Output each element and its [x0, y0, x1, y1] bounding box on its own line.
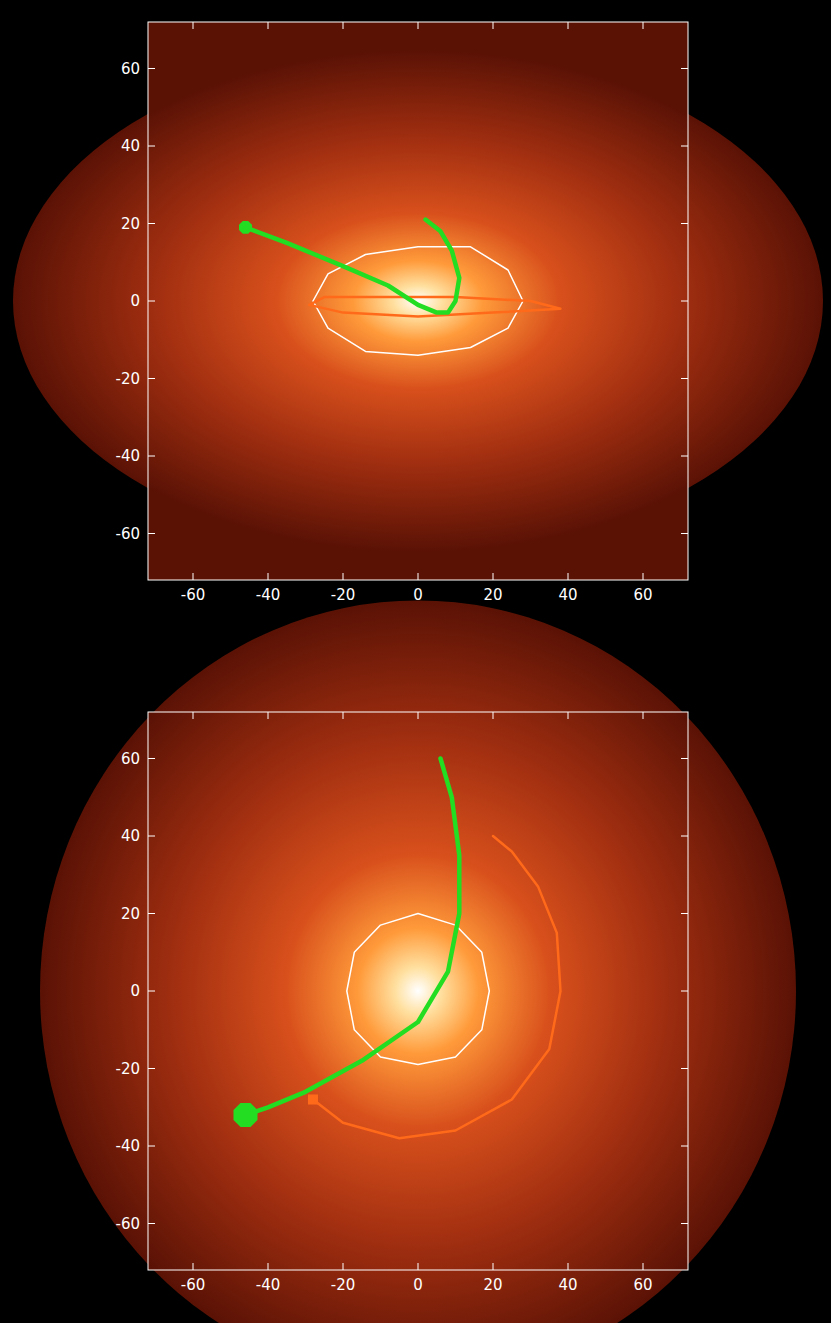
x-tick — [268, 1263, 269, 1270]
y-tick — [681, 301, 688, 302]
x-tick-label: -20 — [331, 1276, 356, 1294]
y-tick-label: 60 — [121, 60, 140, 78]
y-tick — [148, 68, 155, 69]
y-tick — [681, 378, 688, 379]
density-glow — [40, 600, 796, 1323]
x-tick — [418, 712, 419, 719]
x-tick — [643, 712, 644, 719]
y-tick-label: 40 — [121, 137, 140, 155]
y-tick — [681, 758, 688, 759]
y-tick-label: 60 — [121, 750, 140, 768]
y-tick — [681, 913, 688, 914]
x-tick-label: 60 — [633, 586, 652, 604]
y-tick — [148, 758, 155, 759]
y-tick — [148, 378, 155, 379]
y-tick-label: 40 — [121, 827, 140, 845]
frame — [148, 712, 688, 1270]
x-tick — [493, 22, 494, 29]
x-tick-label: 60 — [633, 1276, 652, 1294]
y-tick — [681, 146, 688, 147]
plot-marks — [148, 22, 688, 580]
x-tick — [643, 1263, 644, 1270]
x-tick — [268, 573, 269, 580]
y-tick-label: 20 — [121, 905, 140, 923]
x-tick — [568, 22, 569, 29]
y-tick — [148, 223, 155, 224]
x-tick-label: -40 — [256, 586, 281, 604]
x-tick-label: 40 — [558, 586, 577, 604]
curve — [246, 759, 460, 1116]
y-tick — [148, 913, 155, 914]
y-tick — [148, 533, 155, 534]
x-tick-label: -60 — [181, 1276, 206, 1294]
y-tick-label: 20 — [121, 215, 140, 233]
x-tick — [268, 712, 269, 719]
y-tick — [681, 68, 688, 69]
marker — [234, 1103, 258, 1127]
density-glow — [13, 50, 823, 552]
y-tick — [148, 1068, 155, 1069]
x-tick — [193, 22, 194, 29]
x-tick-label: 0 — [413, 1276, 423, 1294]
marker — [239, 221, 252, 234]
plot-marks — [148, 712, 688, 1270]
x-tick — [343, 1263, 344, 1270]
x-tick — [193, 573, 194, 580]
frame — [148, 22, 688, 580]
x-tick — [418, 573, 419, 580]
y-tick — [148, 456, 155, 457]
x-tick — [568, 712, 569, 719]
y-tick-label: -20 — [116, 1060, 141, 1078]
x-tick — [493, 712, 494, 719]
y-tick-label: 0 — [130, 982, 140, 1000]
y-tick — [148, 836, 155, 837]
curve — [347, 914, 490, 1065]
x-tick — [418, 22, 419, 29]
y-tick — [148, 301, 155, 302]
y-tick — [681, 533, 688, 534]
y-tick — [148, 991, 155, 992]
y-tick — [681, 1223, 688, 1224]
y-tick-label: -60 — [116, 1215, 141, 1233]
marker — [308, 1095, 318, 1105]
y-tick — [681, 836, 688, 837]
y-tick — [681, 223, 688, 224]
x-tick — [493, 1263, 494, 1270]
y-tick — [148, 1223, 155, 1224]
x-tick-label: -40 — [256, 1276, 281, 1294]
x-tick-label: 20 — [483, 1276, 502, 1294]
x-tick — [418, 1263, 419, 1270]
y-tick — [681, 456, 688, 457]
x-tick — [643, 22, 644, 29]
curve — [246, 220, 460, 313]
x-tick — [343, 573, 344, 580]
y-tick-label: -20 — [116, 370, 141, 388]
x-tick-label: -60 — [181, 586, 206, 604]
y-tick-label: 0 — [130, 292, 140, 310]
x-tick — [568, 1263, 569, 1270]
figure: -60 -40 -20 0 20 40 60 -60 -40 -20 0 20 40 60 -60 -40 -2… — [0, 0, 831, 1323]
y-tick — [681, 1146, 688, 1147]
x-tick — [343, 712, 344, 719]
y-tick-label: -40 — [116, 1137, 141, 1155]
y-tick — [681, 1068, 688, 1069]
curve — [313, 247, 523, 355]
y-tick-label: -60 — [116, 525, 141, 543]
x-tick — [493, 573, 494, 580]
x-tick — [343, 22, 344, 29]
x-tick — [193, 712, 194, 719]
x-tick — [568, 573, 569, 580]
y-tick — [148, 146, 155, 147]
x-tick — [268, 22, 269, 29]
x-tick-label: 40 — [558, 1276, 577, 1294]
y-tick — [148, 1146, 155, 1147]
x-tick-label: -20 — [331, 586, 356, 604]
x-tick — [643, 573, 644, 580]
y-tick-label: -40 — [116, 447, 141, 465]
x-tick-label: 20 — [483, 586, 502, 604]
y-tick — [681, 991, 688, 992]
x-tick — [193, 1263, 194, 1270]
